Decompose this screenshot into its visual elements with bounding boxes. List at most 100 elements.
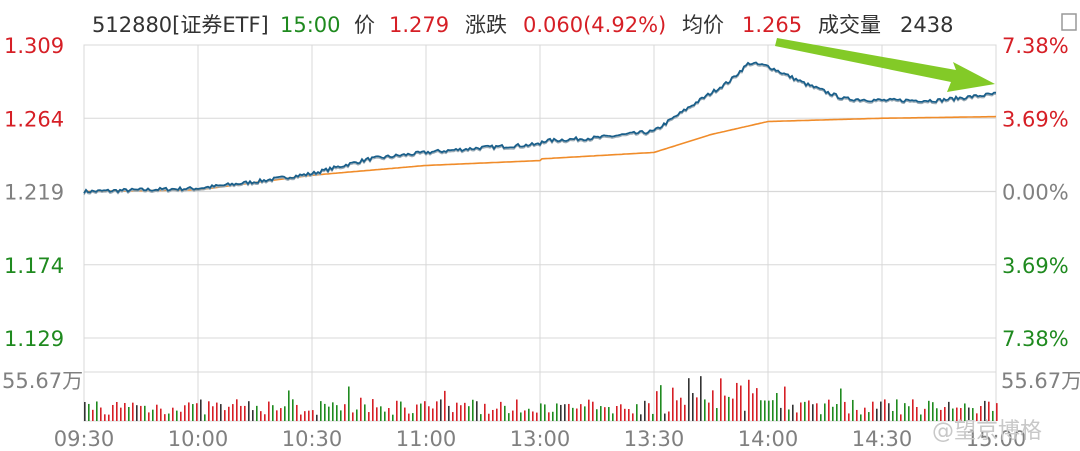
volume-bar — [140, 405, 142, 421]
chart-header: 512880[证券ETF] 15:00 价 1.279 涨跌 0.060(4.9… — [92, 13, 953, 37]
volume-bar — [636, 404, 638, 421]
volume-bar — [492, 409, 494, 421]
volume-bar — [880, 401, 882, 421]
volume-bar — [708, 402, 710, 421]
volume-bar — [320, 401, 322, 421]
x-tick-label: 14:30 — [852, 427, 913, 451]
volume-bar — [144, 405, 146, 421]
volume-bar — [96, 401, 98, 421]
volume-bar — [436, 401, 438, 421]
change-label: 涨跌 — [465, 13, 507, 37]
volume-bar — [672, 387, 674, 421]
volume-bar — [948, 401, 950, 421]
volume-bar — [628, 409, 630, 421]
volume-bar — [152, 409, 154, 421]
settings-icon[interactable] — [1061, 13, 1077, 31]
x-axis-labels: 09:30 10:00 10:30 11:00 13:00 13:30 14:00 14:30… — [54, 427, 1027, 451]
volume-bar — [368, 412, 370, 421]
volume-bar — [872, 401, 874, 421]
volume-bar — [92, 409, 94, 421]
volume-bar — [700, 376, 702, 421]
volume-bar — [240, 405, 242, 421]
volume-bar — [352, 412, 354, 421]
y-left-tick-label: 1.264 — [4, 107, 64, 131]
volume-bar — [704, 399, 706, 421]
volume-bar — [360, 397, 362, 421]
volume-bar — [588, 399, 590, 421]
volume-bar — [284, 406, 286, 421]
volume-bar — [412, 413, 414, 421]
volume-bar — [460, 405, 462, 421]
volume-bar — [416, 404, 418, 421]
volume-bar — [404, 407, 406, 421]
volume-bar — [388, 408, 390, 421]
volume-bar — [676, 400, 678, 421]
volume-bar — [988, 401, 990, 421]
volume-bar — [904, 403, 906, 421]
y-left-tick-label: 1.219 — [4, 181, 64, 205]
volume-bar — [600, 406, 602, 421]
volume-bar — [524, 410, 526, 421]
volume-bar — [560, 404, 562, 421]
volume-bar — [256, 405, 258, 421]
volume-bar — [328, 406, 330, 421]
volume-bar — [568, 403, 570, 421]
volume-bar — [372, 399, 374, 421]
avg-value: 1.265 — [742, 13, 802, 37]
volume-bar — [264, 414, 266, 421]
volume-bar — [556, 403, 558, 421]
volume-bar — [176, 410, 178, 421]
volume-bar — [944, 407, 946, 421]
volume-bar — [312, 410, 314, 421]
volume-bar — [276, 410, 278, 421]
volume-bar — [888, 403, 890, 421]
volume-bar — [248, 401, 250, 421]
volume-bar — [480, 414, 482, 421]
volume-bar — [440, 399, 442, 421]
y-right-tick-label: 7.38% — [1002, 327, 1069, 351]
price-label: 价 — [354, 13, 375, 37]
volume-bar — [476, 401, 478, 421]
volume-bar — [576, 408, 578, 421]
volume-bar — [536, 412, 538, 421]
volume-bar — [332, 402, 334, 421]
volume-bar — [196, 403, 198, 421]
volume-bar — [84, 401, 86, 421]
volume-bar — [612, 413, 614, 421]
volume-bar — [640, 414, 642, 421]
x-tick-label: 09:30 — [54, 427, 115, 451]
volume-bar — [820, 414, 822, 421]
volume-bar — [532, 411, 534, 421]
volume-bar — [496, 408, 498, 421]
volume-bar — [744, 410, 746, 421]
volume-bar — [384, 411, 386, 421]
volume-bar — [400, 401, 402, 421]
volume-bar — [920, 414, 922, 421]
volume-bar — [852, 399, 854, 421]
volume-bar — [456, 402, 458, 421]
volume-bar — [544, 404, 546, 421]
price-line — [83, 61, 996, 194]
volume-bar — [260, 411, 262, 421]
volume-bar — [488, 413, 490, 421]
volume-bar — [512, 410, 514, 421]
volume-bar — [808, 400, 810, 421]
volume-bar — [788, 409, 790, 421]
volume-bar — [736, 382, 738, 421]
volume-bar — [296, 404, 298, 421]
volume-bar — [364, 404, 366, 421]
volume-bar — [936, 408, 938, 421]
x-tick-label: 13:00 — [510, 427, 571, 451]
volume-bar — [812, 404, 814, 421]
y-right-tick-label: 0.00% — [1002, 181, 1069, 205]
volume-bar — [572, 407, 574, 421]
volume-bar — [132, 402, 134, 421]
volume-bar — [472, 399, 474, 421]
volume-bar — [924, 408, 926, 421]
volume-bar — [908, 406, 910, 421]
volume-bar — [208, 401, 210, 421]
volume-bar — [824, 403, 826, 421]
volume-bar — [800, 402, 802, 421]
volume-bar — [760, 400, 762, 421]
